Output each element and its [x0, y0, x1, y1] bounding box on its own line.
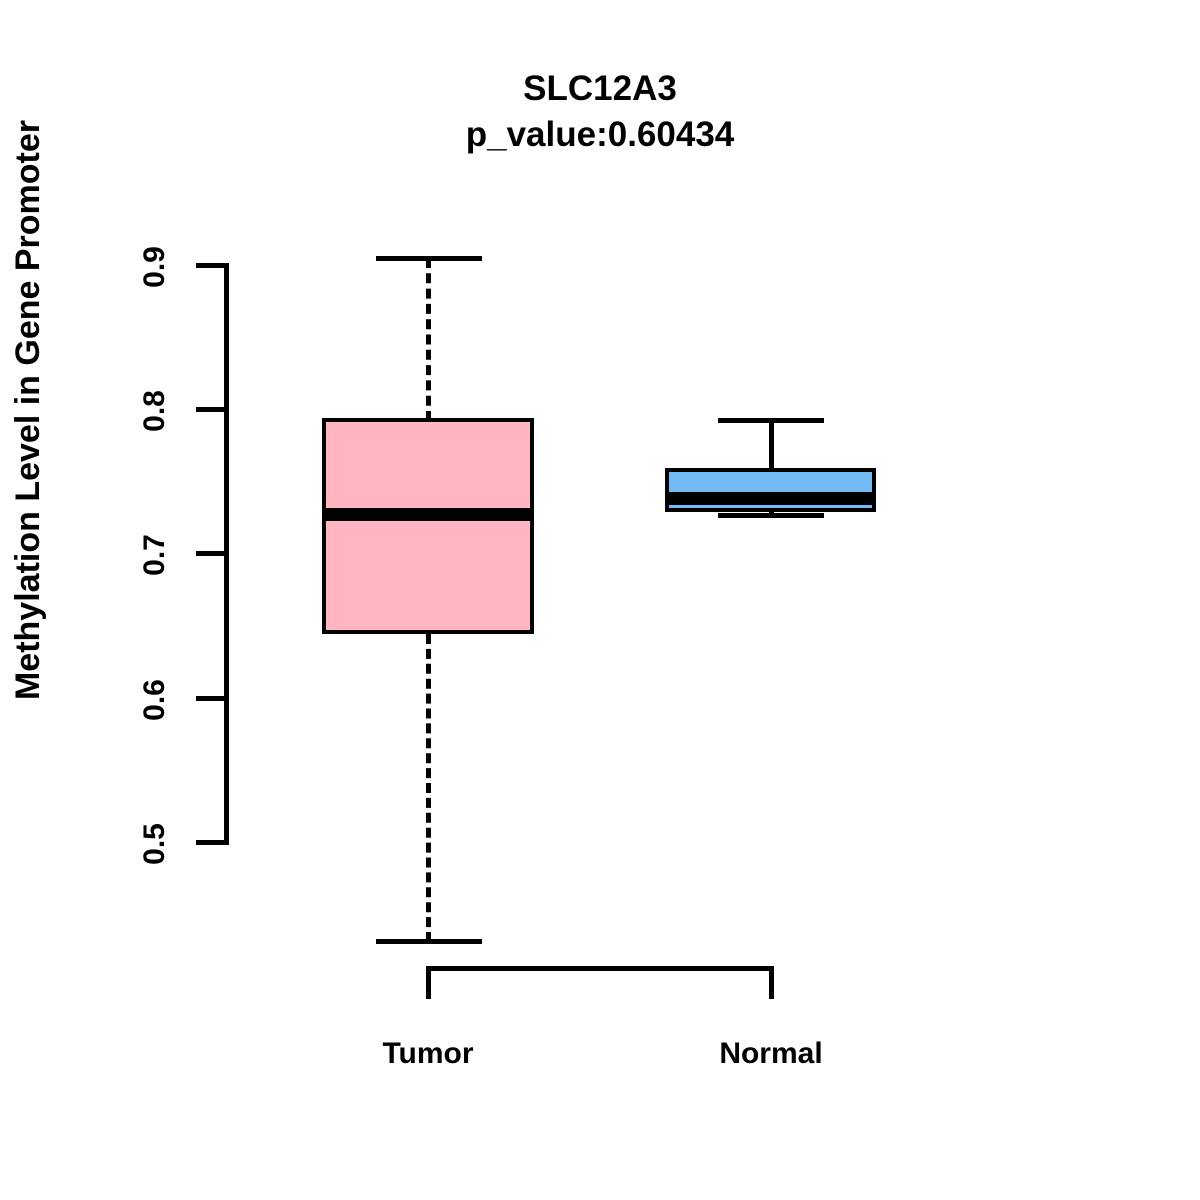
x-axis-tick-normal	[769, 966, 774, 999]
chart-title-block: SLC12A3 p_value:0.60434	[0, 66, 1200, 158]
x-axis-spine	[426, 966, 774, 971]
tumor-upper-whisker-line	[426, 258, 431, 421]
y-axis-tick-label-0.9: 0.9	[138, 246, 171, 288]
y-axis-label: Methylation Level in Gene Promoter	[9, 120, 47, 701]
normal-box	[665, 468, 876, 512]
tumor-median-line	[322, 508, 534, 521]
tumor-lower-whisker-cap	[376, 939, 482, 944]
y-axis-tick-label-0.7: 0.7	[138, 534, 171, 576]
tumor-lower-whisker-line	[426, 634, 431, 942]
chart-subtitle-pvalue: p_value:0.60434	[465, 115, 735, 154]
normal-median-line	[665, 492, 876, 505]
y-axis-tick-0.7	[196, 551, 228, 556]
normal-upper-whisker-line	[769, 420, 774, 472]
y-axis-tick-0.9	[196, 263, 228, 268]
y-axis-tick-label-0.5: 0.5	[138, 823, 171, 865]
y-axis-tick-0.5	[196, 840, 228, 845]
normal-lower-whisker-cap	[718, 513, 824, 518]
x-axis-tick-label-normal: Normal	[719, 1037, 823, 1070]
tumor-box	[322, 418, 534, 634]
x-axis-tick-tumor	[426, 966, 431, 999]
y-axis-tick-0.8	[196, 407, 228, 412]
y-axis-tick-0.6	[196, 696, 228, 701]
y-axis-tick-label-0.6: 0.6	[138, 679, 171, 721]
chart-title: SLC12A3	[523, 69, 677, 108]
x-axis-tick-label-tumor: Tumor	[382, 1037, 474, 1070]
y-axis-tick-label-0.8: 0.8	[138, 390, 171, 432]
